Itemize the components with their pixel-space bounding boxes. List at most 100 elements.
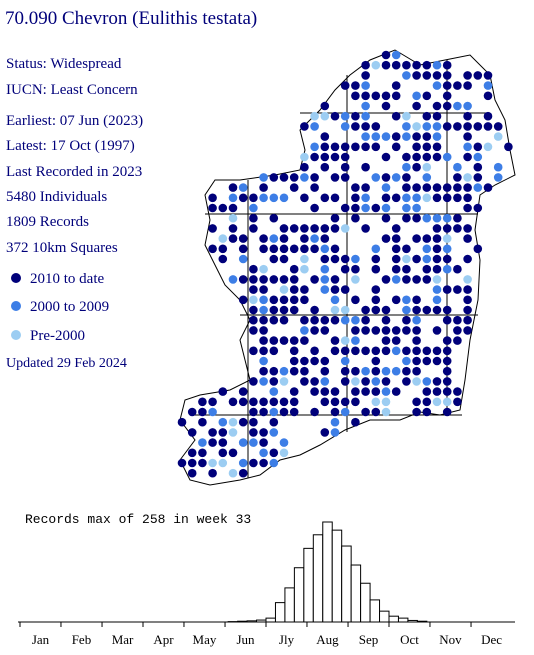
record-dot	[289, 183, 299, 192]
record-dot	[208, 244, 217, 254]
record-dot	[330, 417, 340, 427]
record-dot	[422, 356, 432, 366]
record-dot	[412, 397, 421, 407]
record-dot	[442, 81, 452, 90]
record-dot	[442, 356, 452, 366]
record-dot	[442, 397, 452, 407]
record-dot	[218, 448, 228, 458]
record-dot	[320, 377, 330, 386]
record-dot	[289, 387, 299, 396]
record-dot	[249, 305, 258, 315]
record-dot	[208, 203, 217, 213]
record-dot	[320, 162, 330, 172]
record-dot	[351, 254, 360, 264]
record-dot	[391, 173, 401, 182]
record-dot	[269, 213, 279, 223]
record-dot	[330, 305, 340, 315]
record-dot	[463, 152, 472, 162]
record-dot	[391, 275, 401, 284]
info-line: IUCN: Least Concern	[6, 82, 138, 98]
record-dot	[198, 397, 207, 407]
distribution-map	[177, 49, 516, 486]
record-dot	[442, 377, 452, 386]
record-dot	[402, 326, 411, 335]
record-dot	[269, 193, 279, 203]
record-dot	[259, 397, 268, 407]
record-dot	[340, 377, 350, 386]
record-dot	[289, 397, 299, 407]
x-tick-label: Sep	[359, 632, 379, 647]
record-dot	[259, 356, 268, 366]
record-dot	[371, 326, 381, 335]
record-dot	[269, 234, 279, 243]
record-dot	[412, 275, 421, 284]
record-dot	[371, 387, 381, 396]
record-dot	[391, 234, 401, 243]
record-dot	[391, 193, 401, 203]
record-dot	[402, 111, 411, 121]
record-dot	[187, 448, 197, 458]
bar	[397, 617, 409, 623]
info-line: 372 10km Squares	[6, 240, 118, 256]
record-dot	[340, 336, 350, 345]
record-dot	[412, 132, 421, 141]
record-dot	[463, 71, 472, 80]
record-dot	[330, 387, 340, 396]
record-dot	[259, 295, 268, 305]
record-dot	[340, 264, 350, 274]
record-dot	[228, 193, 238, 203]
record-dot	[361, 122, 370, 131]
record-dot	[391, 224, 401, 233]
record-dot	[259, 305, 268, 315]
record-dot	[361, 60, 370, 70]
record-dot	[402, 132, 411, 141]
record-dot	[473, 173, 483, 182]
record-dot	[340, 173, 350, 182]
record-dot	[402, 366, 411, 376]
record-dot	[402, 193, 411, 203]
record-dot	[361, 101, 370, 111]
record-dot	[300, 224, 309, 233]
record-dot	[330, 315, 340, 325]
record-dot	[402, 264, 411, 274]
record-dot	[432, 285, 442, 294]
record-dot	[340, 305, 350, 315]
record-dot	[504, 142, 513, 152]
record-dot	[340, 162, 350, 172]
record-dot	[463, 275, 472, 284]
record-dot	[361, 387, 370, 396]
record-dot	[238, 468, 248, 478]
bar	[369, 599, 381, 623]
record-dot	[259, 193, 268, 203]
record-dot	[381, 91, 391, 101]
record-dot	[330, 152, 340, 162]
info-line: 5480 Individuals	[6, 189, 107, 205]
record-dot	[340, 142, 350, 152]
record-dot	[351, 142, 360, 152]
record-dot	[330, 193, 340, 203]
record-dot	[228, 234, 238, 243]
record-dot	[412, 91, 421, 101]
record-dot	[371, 264, 381, 274]
record-dot	[310, 173, 319, 182]
record-dot	[238, 438, 248, 447]
record-dot	[330, 173, 340, 182]
record-dot	[442, 60, 452, 70]
record-dot	[300, 234, 309, 243]
record-dot	[402, 315, 411, 325]
record-dot	[289, 173, 299, 182]
record-dot	[402, 152, 411, 162]
record-dot	[340, 397, 350, 407]
bar	[407, 619, 418, 623]
record-dot	[371, 203, 381, 213]
x-tick-label: Jly	[279, 632, 295, 647]
record-dot	[412, 336, 421, 345]
record-dot	[412, 193, 421, 203]
record-dot	[259, 377, 268, 386]
record-dot	[198, 458, 207, 468]
record-dot	[330, 397, 340, 407]
record-dot	[320, 264, 330, 274]
record-dot	[381, 60, 391, 70]
record-dot	[442, 152, 452, 162]
